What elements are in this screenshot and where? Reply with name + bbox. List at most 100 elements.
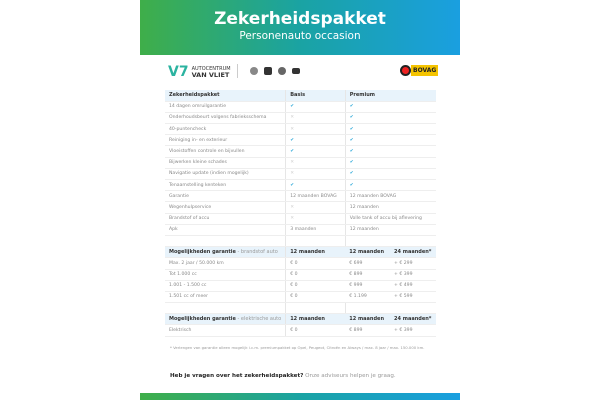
table-row: Garantie 12 maanden BOVAG 12 maanden BOVAG (165, 190, 436, 203)
table-cell: € 0 (285, 269, 346, 281)
table-row: Max. 2 jaar / 50.000 km € 0 € 699 + € 299 (165, 257, 436, 270)
table-cell (344, 302, 436, 315)
table-cell: Wegenhulpservice (165, 201, 286, 214)
table-row: Wegenhulpservice ✕ 12 maanden (165, 201, 436, 214)
table-cell: Garantie (165, 190, 286, 203)
table-row: Bijwerken kleine schades ✕ ✔ (165, 157, 436, 169)
table-cell: € 699 (345, 257, 391, 270)
table-cell: + € 399 (390, 269, 436, 281)
table-cell: Bijwerken kleine schades (165, 157, 286, 169)
page: Zekerheidspakket Personenauto occasion V… (140, 0, 460, 400)
table-cell: + € 299 (390, 257, 436, 270)
table-row: Elektrisch € 0 € 899 + € 399 (165, 324, 436, 337)
package-table: Zekerheidspakket Basis Premium 14 dagen omr… (165, 90, 436, 337)
dealer-name-2: VAN VLIET (191, 70, 230, 79)
table-cell: € 899 (345, 269, 391, 281)
check-icon: ✔ (285, 101, 346, 113)
table-cell (165, 302, 286, 315)
table-row: Onderhoudsbeurt volgens fabrieksschema ✕ ✔ (165, 112, 436, 125)
check-icon: ✔ (344, 168, 436, 181)
x-icon: ✕ (285, 112, 346, 125)
table-cell: 24 maanden* (390, 246, 436, 259)
table-cell: Zekerheidspakket (165, 90, 286, 102)
table-cell (285, 235, 346, 248)
bovag-logo: BOVAG (400, 65, 439, 76)
table-row: 40-puntencheck ✕ ✔ (165, 123, 436, 136)
section-title: Mogelijkheden garantie - brandstof auto (165, 246, 286, 259)
x-icon: ✕ (285, 213, 346, 225)
table-row: Brandstof of accu ✕ Volle tank of accu bij… (165, 213, 436, 225)
table-cell: Volle tank of accu bij aflevering (344, 213, 436, 225)
table-cell: € 899 (345, 324, 391, 337)
table-row (165, 235, 436, 248)
table-cell: Apk (165, 224, 286, 236)
check-icon: ✔ (344, 134, 436, 147)
check-icon: ✔ (285, 179, 346, 192)
check-icon: ✔ (344, 123, 436, 136)
table-cell: € 0 (285, 280, 346, 292)
table-cell: € 0 (285, 324, 346, 337)
table-row: Apk 3 maanden 12 maanden (165, 224, 436, 236)
table-row: 1.001 - 1.500 cc € 0 € 999 + € 499 (165, 280, 436, 292)
table-cell: 12 maanden (344, 224, 436, 236)
footer-bar (140, 393, 460, 400)
question-text: Heb je vragen over het zekerheidspakket?… (170, 373, 396, 379)
table-cell: € 999 (345, 280, 391, 292)
x-icon: ✕ (285, 168, 346, 181)
table-cell: Tot 1.000 cc (165, 269, 286, 281)
table-cell: + € 499 (390, 280, 436, 292)
table-cell: € 0 (285, 291, 346, 304)
table-row: Mogelijkheden garantie - elektrische aut… (165, 313, 436, 326)
table-row: Mogelijkheden garantie - brandstof auto 1… (165, 246, 436, 259)
dealer-logo: V7 AUTOCENTRUM VAN VLIET (168, 64, 231, 80)
table-cell: Elektrisch (165, 324, 286, 337)
header-banner: Zekerheidspakket Personenauto occasion (140, 0, 460, 55)
check-icon: ✔ (344, 145, 436, 158)
table-row (165, 302, 436, 315)
table-cell: Premium (344, 90, 436, 102)
table-cell: 12 maanden (345, 246, 391, 259)
table-cell: + € 399 (390, 324, 436, 337)
bovag-icon (400, 65, 411, 76)
table-row: Tot 1.000 cc € 0 € 899 + € 399 (165, 269, 436, 281)
table-cell: 1.501 cc of meer (165, 291, 286, 304)
table-cell: + € 599 (390, 291, 436, 304)
check-icon: ✔ (344, 179, 436, 192)
aiways-logo-icon (292, 68, 300, 74)
table-row: Navigatie update (indien mogelijk) ✕ ✔ (165, 168, 436, 181)
table-cell (344, 235, 436, 248)
table-cell: 12 maanden BOVAG (344, 190, 436, 203)
question-rest: Onze adviseurs helpen je graag. (303, 373, 396, 379)
table-cell: 12 maanden BOVAG (285, 190, 346, 203)
table-cell: Max. 2 jaar / 50.000 km (165, 257, 286, 270)
table-cell: Tenaamstelling kenteken (165, 179, 286, 192)
table-cell (165, 235, 286, 248)
x-icon: ✕ (285, 123, 346, 136)
bovag-text: BOVAG (411, 65, 439, 76)
table-cell: 12 maanden (345, 313, 391, 326)
table-cell: 3 maanden (285, 224, 346, 236)
table-cell: 40-puntencheck (165, 123, 286, 136)
check-icon: ✔ (344, 101, 436, 113)
section-subtitle: - elektrische auto (235, 316, 282, 323)
table-cell: Basis (285, 90, 346, 102)
divider (237, 64, 238, 78)
section-subtitle: - brandstof auto (235, 249, 278, 256)
table-row: 1.501 cc of meer € 0 € 1.199 + € 599 (165, 291, 436, 304)
check-icon: ✔ (285, 134, 346, 147)
section-title-text: Mogelijkheden garantie (169, 249, 236, 256)
dealer-name-1: AUTOCENTRUM (191, 65, 231, 72)
section-title: Mogelijkheden garantie - elektrische aut… (165, 313, 286, 326)
check-icon: ✔ (344, 157, 436, 169)
table-cell: Navigatie update (indien mogelijk) (165, 168, 286, 181)
footnote: * Verlengen van garantie alleen mogelijk… (170, 345, 425, 350)
x-icon: ✕ (285, 201, 346, 214)
citroen-logo-icon (278, 67, 286, 75)
check-icon: ✔ (344, 112, 436, 125)
table-cell: 14 dagen omruilgarantie (165, 101, 286, 113)
peugeot-logo-icon (264, 67, 272, 75)
table-row: Reiniging in- en exterieur ✔ ✔ (165, 134, 436, 147)
table-cell: 24 maanden* (390, 313, 436, 326)
table-cell: Brandstof of accu (165, 213, 286, 225)
table-cell: € 0 (285, 257, 346, 270)
